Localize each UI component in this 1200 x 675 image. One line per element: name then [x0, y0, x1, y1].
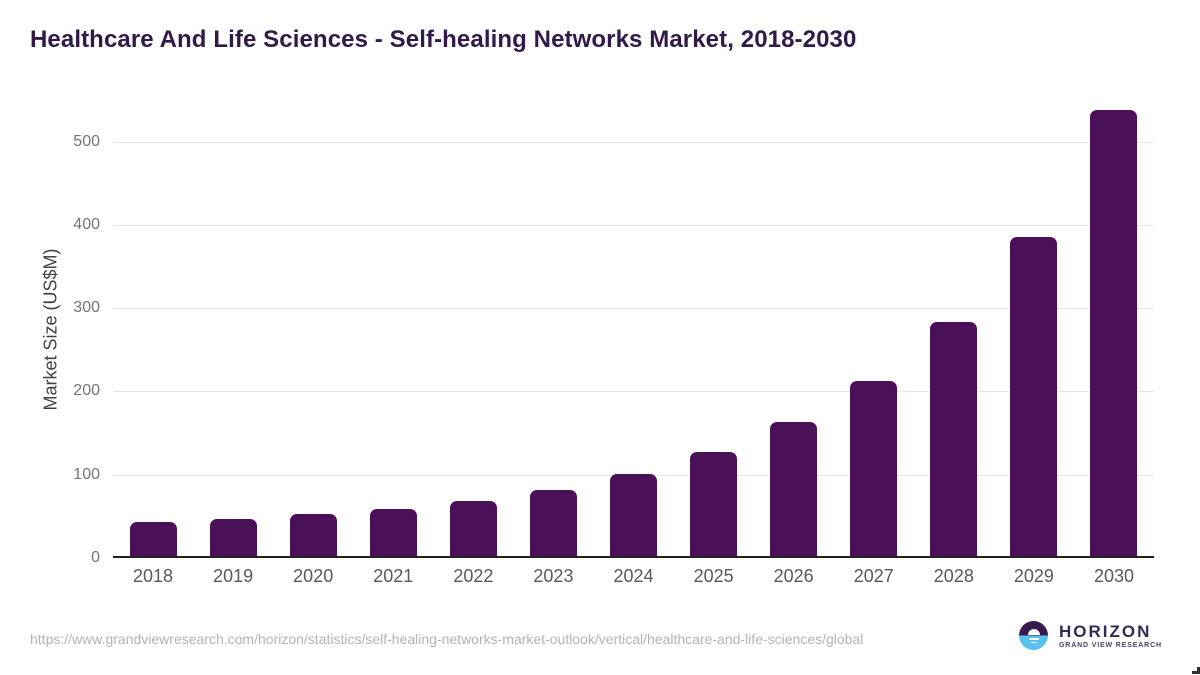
bar-slot-2023 — [513, 100, 593, 556]
bar-slot-2019 — [193, 100, 273, 556]
bar-slot-2030 — [1074, 100, 1154, 556]
bar-2020 — [289, 514, 337, 556]
y-tick-label-400: 400 — [73, 215, 100, 233]
x-axis-labels: 2018 2019 2020 2021 2022 2023 2024 2025 2026 2027… — [113, 566, 1154, 587]
x-tick-label-2021: 2021 — [373, 566, 414, 586]
y-tick-label-500: 500 — [73, 132, 100, 150]
gridline-200 — [113, 391, 1154, 393]
x-tick-label-2028: 2028 — [933, 566, 974, 586]
bar-slot-2018 — [113, 100, 193, 556]
x-tick-label-2019: 2019 — [213, 566, 254, 586]
gridline-500 — [113, 141, 1154, 143]
plot-area — [113, 100, 1154, 558]
y-tick-label-300: 300 — [73, 299, 100, 317]
corner-mark — [1192, 667, 1200, 674]
x-tick-label-2024: 2024 — [613, 566, 654, 586]
bar-2023 — [529, 490, 577, 556]
bar-2028 — [930, 322, 978, 556]
bar-slot-2027 — [834, 100, 914, 556]
logo-text: HORIZON GRAND VIEW RESEARCH — [1059, 623, 1162, 649]
gridline-400 — [113, 224, 1154, 226]
bar-slot-2029 — [994, 100, 1074, 556]
bar-series — [113, 100, 1154, 556]
source-url: https://www.grandviewresearch.com/horizo… — [30, 631, 864, 647]
ripple-shape — [1030, 641, 1037, 644]
logo-subtitle: GRAND VIEW RESEARCH — [1059, 641, 1162, 649]
y-tick-label-0: 0 — [91, 549, 100, 566]
x-tick-label-2025: 2025 — [693, 566, 734, 586]
horizon-logo: HORIZON GRAND VIEW RESEARCH — [1019, 621, 1162, 650]
x-tick-label-2022: 2022 — [453, 566, 494, 586]
chart-title: Healthcare And Life Sciences - Self-heal… — [30, 26, 857, 53]
bar-2030 — [1090, 109, 1138, 556]
logo-name: HORIZON — [1059, 621, 1152, 641]
bar-2027 — [850, 381, 898, 556]
bar-slot-2025 — [674, 100, 754, 556]
bar-2026 — [770, 421, 818, 556]
horizon-sunset-icon — [1019, 621, 1048, 650]
x-tick-label-2029: 2029 — [1013, 566, 1054, 586]
y-tick-label-100: 100 — [73, 465, 100, 483]
x-tick-label-2020: 2020 — [293, 566, 334, 586]
gridline-300 — [113, 308, 1154, 310]
bar-2025 — [690, 451, 738, 556]
x-tick-label-2023: 2023 — [533, 566, 574, 586]
x-tick-label-2026: 2026 — [773, 566, 814, 586]
y-axis-title: Market Size (US$M) — [40, 247, 61, 411]
bar-slot-2022 — [433, 100, 513, 556]
bar-slot-2024 — [593, 100, 673, 556]
ripple-shape — [1028, 638, 1039, 640]
bar-2024 — [610, 473, 657, 556]
bar-2029 — [1010, 237, 1058, 556]
bar-slot-2020 — [273, 100, 353, 556]
bar-slot-2026 — [754, 100, 834, 556]
sun-shape — [1027, 629, 1040, 635]
bar-slot-2028 — [914, 100, 994, 556]
bar-2018 — [129, 521, 177, 556]
x-tick-label-2018: 2018 — [133, 566, 174, 586]
bar-2022 — [449, 501, 497, 556]
bar-2021 — [369, 509, 417, 556]
x-tick-label-2030: 2030 — [1093, 566, 1134, 586]
y-tick-label-200: 200 — [73, 382, 100, 400]
bar-slot-2021 — [353, 100, 433, 556]
bar-2019 — [209, 518, 257, 556]
x-tick-label-2027: 2027 — [853, 566, 894, 586]
